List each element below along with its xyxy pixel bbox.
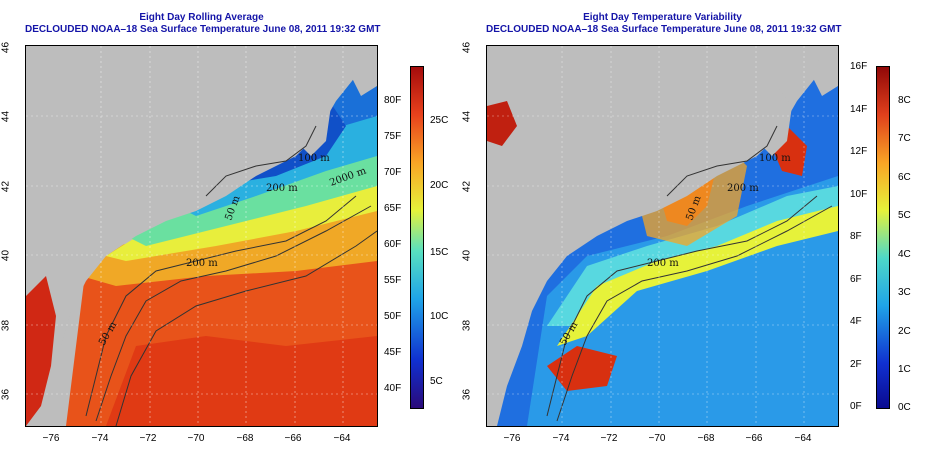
land-mass: [26, 46, 377, 426]
colorbar-tick-c: 6C: [898, 172, 911, 183]
left-title-line1: Eight Day Rolling Average: [139, 12, 264, 23]
colorbar-tick-f: 45F: [384, 347, 402, 358]
colorbar-tick-f: 55F: [384, 275, 402, 286]
average-colorbar: [410, 66, 424, 409]
colorbar-tick-c: 5C: [430, 376, 443, 387]
colorbar-tick-f: 2F: [850, 359, 862, 370]
colorbar-tick-f: 60F: [384, 239, 402, 250]
lon-tick: −68: [697, 433, 715, 444]
land-mass: [487, 46, 838, 426]
coastal-high-variability: [487, 101, 517, 146]
isobath-200m: [95, 205, 372, 422]
contour-label: 200 m: [647, 258, 679, 269]
colorbar-tick-f: 16F: [850, 61, 868, 72]
colorbar-tick-f: 50F: [384, 311, 402, 322]
isobath-2000m: [115, 230, 377, 426]
lon-tick: −64: [333, 433, 351, 444]
sst-variability-map: 50 m 200 m 100 m 200 m 50 m: [486, 45, 839, 427]
lat-tick: 38: [461, 319, 473, 332]
lon-tick: −74: [552, 433, 570, 444]
right-title-line2: DECLOUDED NOAA–18 Sea Surface Temperatur…: [486, 24, 842, 35]
lon-tick: −66: [284, 433, 302, 444]
colorbar-tick-c: 3C: [898, 287, 911, 298]
colorbar-tick-c: 2C: [898, 326, 911, 337]
colorbar-tick-c: 0C: [898, 402, 911, 413]
colorbar-tick-f: 40F: [384, 383, 402, 394]
colorbar-tick-c: 15C: [430, 247, 449, 258]
ocean-hot-band: [106, 336, 377, 426]
lon-tick: −72: [139, 433, 157, 444]
colorbar-tick-f: 80F: [384, 95, 402, 106]
map-grid: [26, 46, 377, 426]
colorbar-tick-c: 1C: [898, 364, 911, 375]
colorbar-tick-f: 6F: [850, 274, 862, 285]
right-title-line1: Eight Day Temperature Variability: [583, 12, 742, 23]
lat-tick: 42: [461, 180, 473, 193]
colorbar-tick-c: 25C: [430, 115, 449, 126]
map-grid: [487, 46, 838, 426]
gulf-contour: [205, 125, 317, 197]
contour-label: 200 m: [266, 183, 298, 194]
lon-tick: −72: [600, 433, 618, 444]
contour-label: 200 m: [186, 258, 218, 269]
variability-colorbar: [876, 66, 890, 409]
coastal-estuary: [26, 276, 56, 426]
contour-label: 100 m: [759, 153, 791, 164]
lon-tick: −70: [648, 433, 666, 444]
colorbar-tick-f: 8F: [850, 231, 862, 242]
lat-tick: 42: [0, 180, 12, 193]
colorbar-tick-f: 75F: [384, 131, 402, 142]
cape-cod-land: [757, 86, 792, 156]
sst-average-map: 50 m 200 m 100 m 200 m 50 m 2000 m: [25, 45, 378, 427]
nova-scotia-land: [346, 51, 377, 96]
gulf-contour: [666, 125, 778, 197]
lat-tick: 46: [0, 41, 12, 54]
lat-tick: 44: [461, 110, 473, 123]
lat-tick: 44: [0, 110, 12, 123]
colorbar-tick-c: 20C: [430, 180, 449, 191]
contour-label: 200 m: [727, 183, 759, 194]
colorbar-tick-f: 4F: [850, 316, 862, 327]
isobath-200m: [556, 205, 833, 422]
lon-tick: −76: [503, 433, 521, 444]
contour-label: 100 m: [298, 153, 330, 164]
colorbar-tick-f: 10F: [850, 189, 868, 200]
variability-high-zone: [547, 346, 617, 391]
lon-tick: −76: [42, 433, 60, 444]
lon-tick: −74: [91, 433, 109, 444]
colorbar-tick-f: 70F: [384, 167, 402, 178]
lat-tick: 40: [0, 249, 12, 262]
colorbar-tick-c: 10C: [430, 311, 449, 322]
colorbar-tick-f: 65F: [384, 203, 402, 214]
colorbar-tick-f: 0F: [850, 401, 862, 412]
left-title-line2: DECLOUDED NOAA–18 Sea Surface Temperatur…: [25, 24, 381, 35]
colorbar-tick-c: 7C: [898, 133, 911, 144]
colorbar-tick-c: 5C: [898, 210, 911, 221]
lat-tick: 36: [461, 388, 473, 401]
colorbar-tick-c: 4C: [898, 249, 911, 260]
lat-tick: 36: [0, 388, 12, 401]
lon-tick: −66: [745, 433, 763, 444]
colorbar-tick-f: 14F: [850, 104, 868, 115]
lon-tick: −64: [794, 433, 812, 444]
lat-tick: 46: [461, 41, 473, 54]
colorbar-tick-c: 8C: [898, 95, 911, 106]
colorbar-tick-f: 12F: [850, 146, 868, 157]
lon-tick: −70: [187, 433, 205, 444]
nova-scotia-land: [807, 51, 838, 96]
lat-tick: 38: [0, 319, 12, 332]
cape-cod-land: [296, 86, 331, 156]
lat-tick: 40: [461, 249, 473, 262]
lon-tick: −68: [236, 433, 254, 444]
